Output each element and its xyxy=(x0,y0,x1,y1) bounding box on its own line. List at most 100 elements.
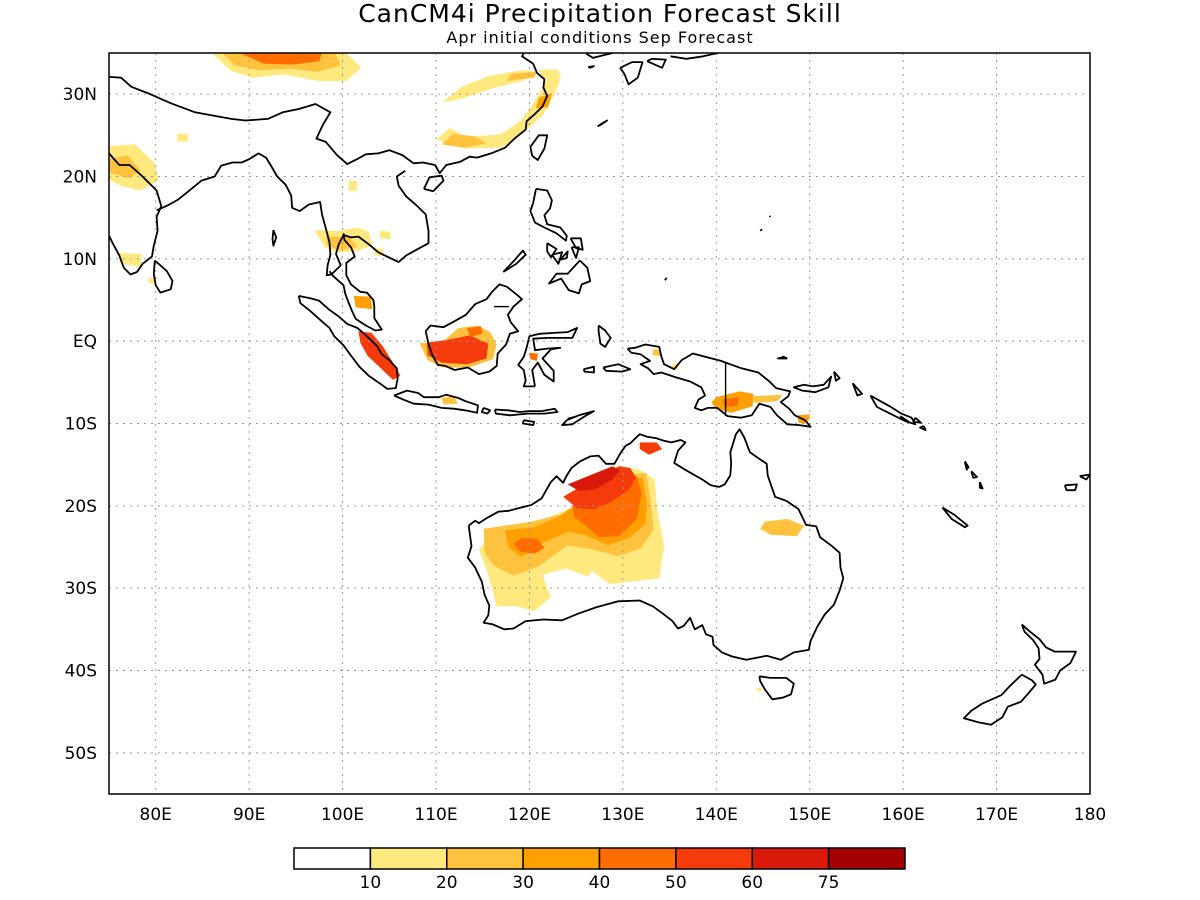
legend-label: 50 xyxy=(665,873,687,893)
coastline xyxy=(424,283,523,376)
skill-region xyxy=(358,331,401,380)
latitude-label: 50S xyxy=(65,744,97,764)
coastline xyxy=(109,152,163,276)
skill-region xyxy=(426,335,489,365)
legend-swatch xyxy=(827,847,906,870)
coastline xyxy=(792,375,833,394)
longitude-label: 80E xyxy=(140,805,172,825)
coastline xyxy=(626,343,812,428)
coastline xyxy=(548,259,592,295)
coastline xyxy=(1020,623,1077,685)
map-frame xyxy=(108,52,1091,795)
coastline xyxy=(328,233,383,332)
coastline xyxy=(529,134,549,161)
coastline xyxy=(1079,473,1090,481)
legend-label: 20 xyxy=(436,873,458,893)
legend-label: 30 xyxy=(512,873,534,893)
coastline xyxy=(664,277,668,281)
legend-label: 60 xyxy=(741,873,763,893)
coastline xyxy=(466,428,845,661)
coastline xyxy=(480,407,492,415)
skill-region xyxy=(760,519,805,537)
coastline xyxy=(561,410,595,427)
graticule xyxy=(109,53,1090,794)
legend-label: 10 xyxy=(360,873,382,893)
skill-region xyxy=(239,53,322,65)
skill-region xyxy=(751,394,783,403)
skill-region xyxy=(353,295,373,310)
skill-region xyxy=(109,155,141,179)
skill-region xyxy=(529,352,538,361)
coastline xyxy=(970,470,978,479)
legend-swatch xyxy=(522,847,601,870)
coastline xyxy=(912,417,922,424)
legend-label: 40 xyxy=(589,873,611,893)
skill-region xyxy=(536,93,552,109)
coastline xyxy=(851,382,863,397)
longitude-label: 100E xyxy=(321,805,364,825)
coastline xyxy=(646,57,667,69)
skill-region xyxy=(441,396,458,405)
longitude-label: 110E xyxy=(414,805,457,825)
skill-region xyxy=(118,253,142,268)
latitude-label: EQ xyxy=(73,332,97,352)
skill-region xyxy=(563,466,636,510)
coastline xyxy=(619,61,644,86)
longitude-label: 130E xyxy=(601,805,644,825)
coastline xyxy=(597,119,608,128)
legend-swatch xyxy=(598,847,677,870)
skill-region xyxy=(441,133,487,148)
coastline xyxy=(602,363,632,373)
skill-shading-layer xyxy=(109,53,810,692)
skill-region xyxy=(639,442,663,455)
coastline xyxy=(271,229,278,247)
coastline xyxy=(585,53,613,59)
latitude-label: 40S xyxy=(65,662,97,682)
longitude-label: 120E xyxy=(508,805,551,825)
longitude-tick-labels: 80E 90E 100E 110E 120E 130E 140E 150E 160E 170E 18… xyxy=(140,805,1107,825)
legend-swatch xyxy=(446,847,524,870)
coastline xyxy=(551,251,563,265)
coastline xyxy=(569,237,584,251)
coastline xyxy=(393,389,479,414)
legend-label: 75 xyxy=(818,873,840,893)
page-subtitle: Apr initial conditions Sep Forecast xyxy=(446,28,754,47)
coastline xyxy=(758,675,795,701)
skill-region xyxy=(538,69,562,80)
longitude-label: 140E xyxy=(695,805,738,825)
coastline xyxy=(297,295,399,390)
latitude-label: 30N xyxy=(63,85,97,105)
coastline xyxy=(546,242,558,259)
coastline xyxy=(529,188,568,242)
skill-region xyxy=(567,466,621,491)
coastline xyxy=(559,250,569,261)
longitude-label: 160E xyxy=(882,805,925,825)
latitude-label: 10N xyxy=(63,250,97,270)
coastline xyxy=(494,407,559,417)
coastline xyxy=(777,355,788,360)
coastline xyxy=(963,673,1037,726)
skill-region xyxy=(348,180,358,192)
legend-swatch xyxy=(751,847,830,870)
longitude-label: 180 xyxy=(1074,805,1106,825)
legend-swatch xyxy=(675,847,753,870)
coastline xyxy=(869,394,917,426)
latitude-label: 10S xyxy=(65,415,97,435)
coastline xyxy=(109,53,549,175)
coastline xyxy=(597,324,612,348)
coastline xyxy=(587,65,595,69)
skill-region xyxy=(466,326,483,337)
latitude-label: 30S xyxy=(65,579,97,599)
skill-region xyxy=(513,537,545,554)
coastline xyxy=(156,152,430,277)
coastline xyxy=(517,327,578,388)
page-title: CanCM4i Precipitation Forecast Skill xyxy=(358,0,842,28)
coastline xyxy=(759,228,763,232)
coastline xyxy=(768,215,772,218)
longitude-label: 90E xyxy=(233,805,265,825)
skill-region xyxy=(177,133,189,142)
coastline xyxy=(978,481,984,490)
coastline xyxy=(423,174,445,193)
coastline xyxy=(522,419,535,427)
